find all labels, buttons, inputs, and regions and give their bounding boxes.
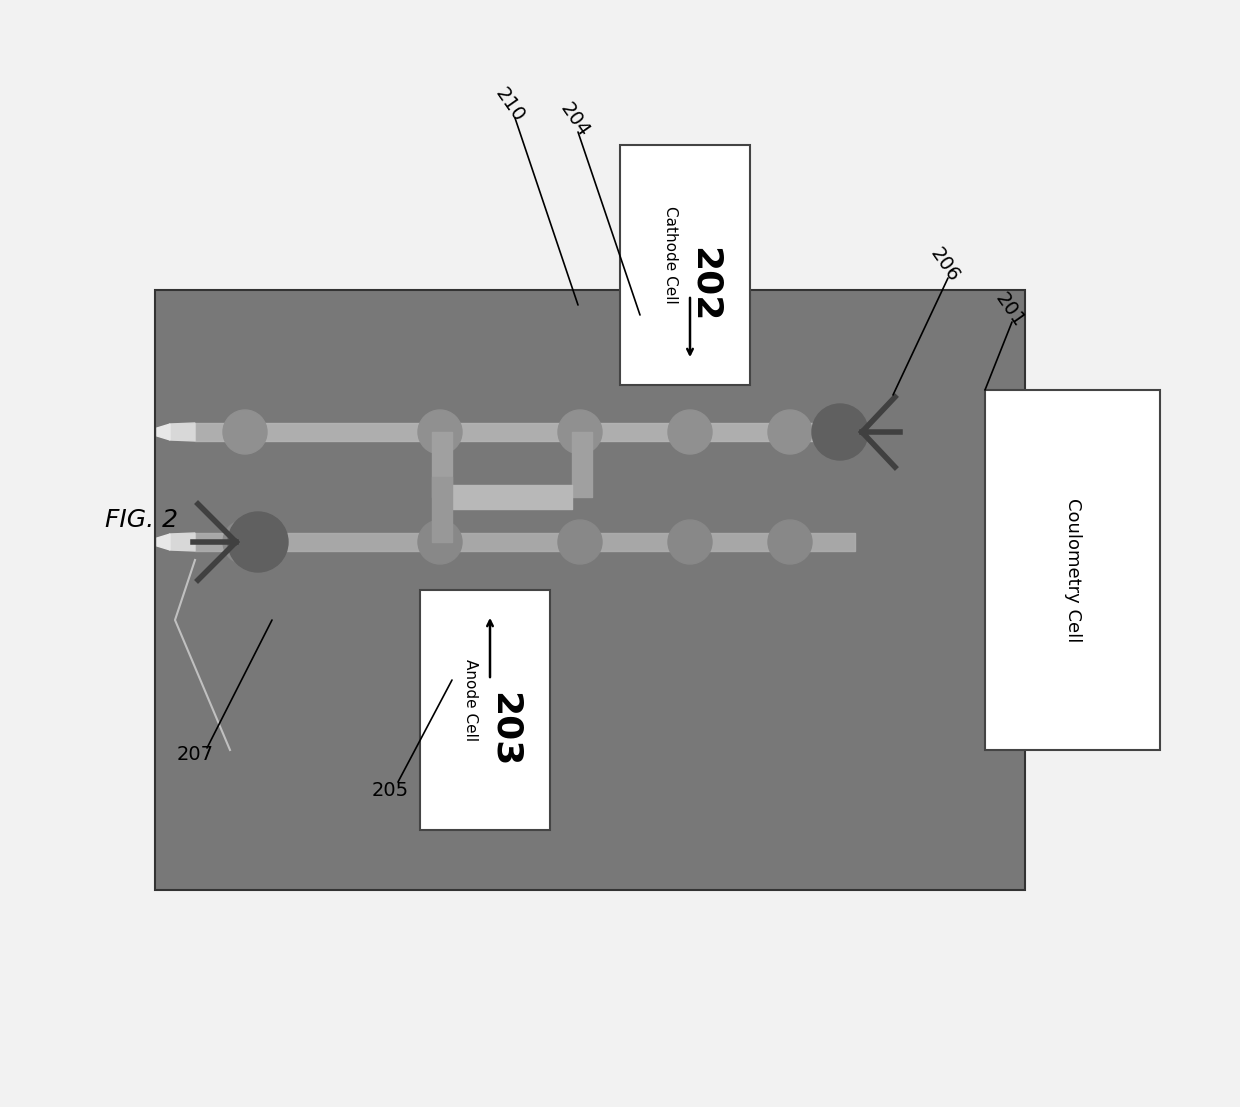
Circle shape [228,513,288,572]
FancyBboxPatch shape [155,290,1025,890]
Circle shape [768,410,812,454]
Text: 207: 207 [176,745,213,765]
Circle shape [768,520,812,563]
Text: 206: 206 [926,245,963,286]
Circle shape [223,520,267,563]
Polygon shape [157,534,170,550]
Circle shape [558,520,601,563]
Text: FIG. 2: FIG. 2 [105,508,179,532]
Text: Coulometry Cell: Coulometry Cell [1064,498,1081,642]
Circle shape [223,410,267,454]
Text: 204: 204 [557,100,594,141]
Circle shape [668,410,712,454]
Circle shape [418,520,463,563]
Circle shape [558,410,601,454]
Text: 210: 210 [491,84,528,125]
Text: 202: 202 [688,247,722,322]
Circle shape [812,404,868,461]
Text: Anode Cell: Anode Cell [463,659,477,741]
FancyBboxPatch shape [620,145,750,385]
Polygon shape [157,424,170,439]
FancyBboxPatch shape [985,390,1159,751]
Text: 205: 205 [372,780,408,799]
Circle shape [418,410,463,454]
Polygon shape [170,532,195,551]
Text: 201: 201 [992,289,1028,331]
Text: Cathode Cell: Cathode Cell [662,206,677,304]
Polygon shape [170,423,195,441]
FancyBboxPatch shape [420,590,551,830]
Circle shape [668,520,712,563]
Text: 203: 203 [489,692,522,767]
